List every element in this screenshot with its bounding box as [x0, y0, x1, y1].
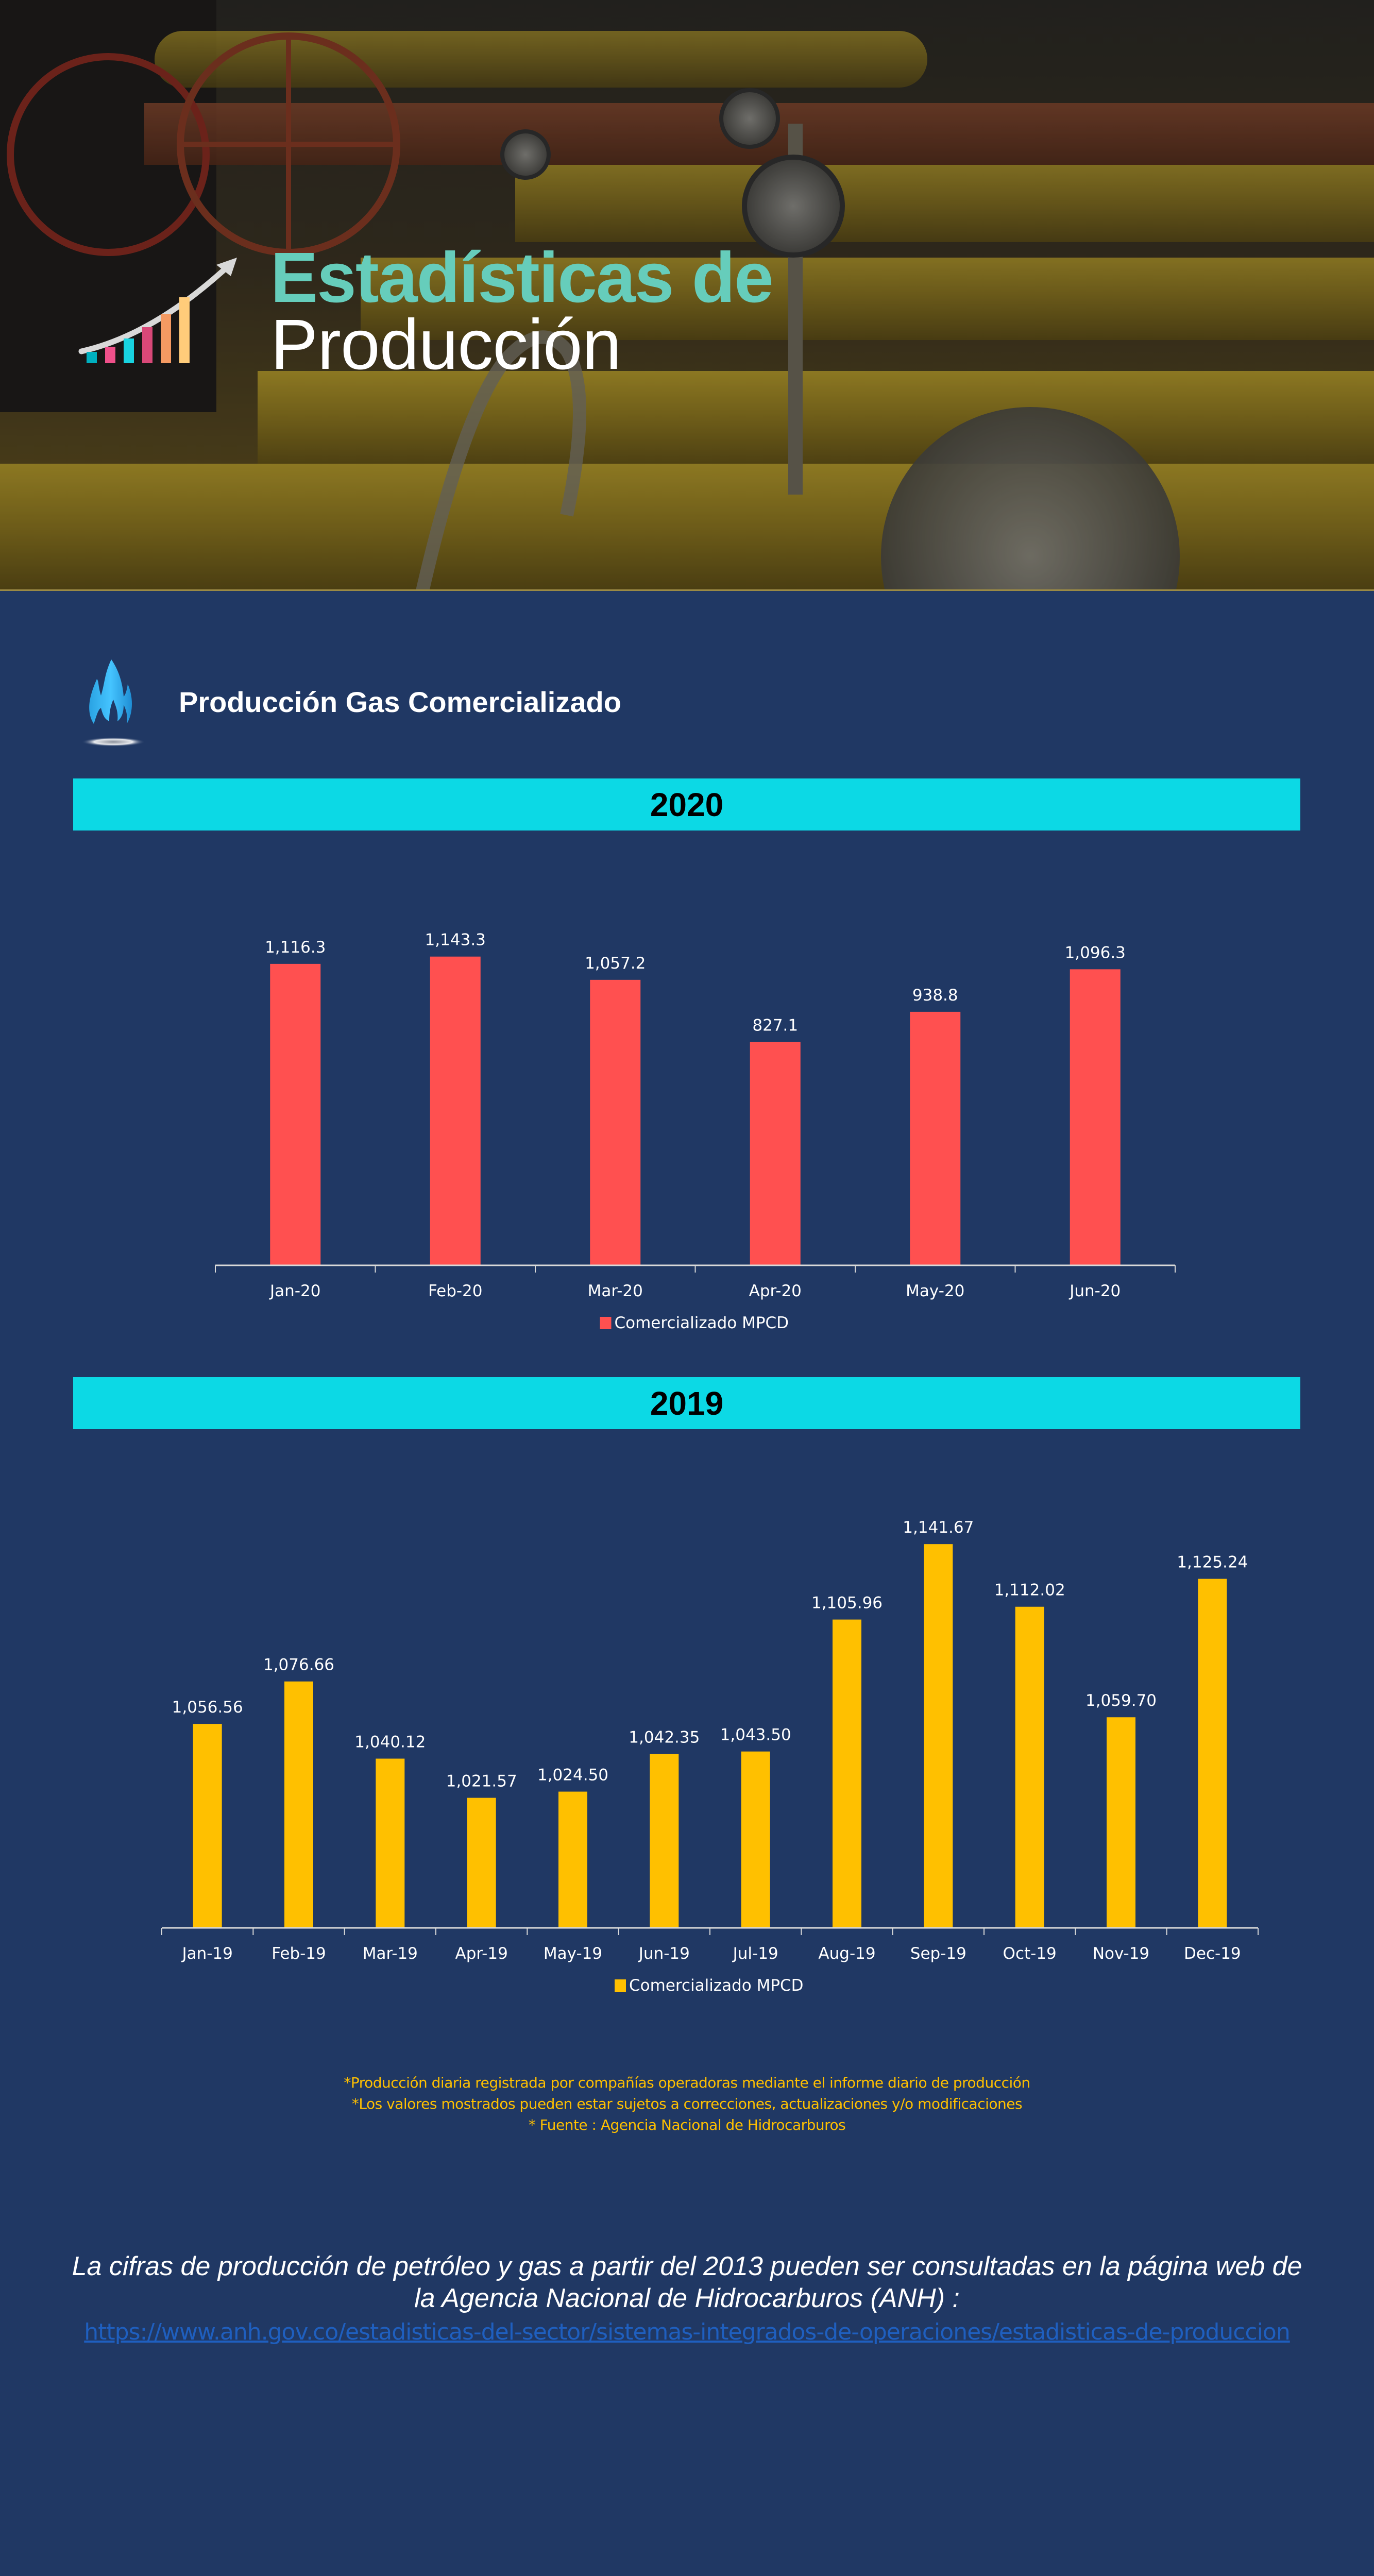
legend-swatch	[600, 1317, 612, 1329]
data-label: 938.8	[912, 986, 958, 1005]
footnote: * Fuente : Agencia Nacional de Hidrocarb…	[528, 2116, 846, 2133]
hero-title: Estadísticas de Producción	[270, 238, 774, 384]
footnotes: *Producción diaria registrada por compañ…	[0, 2072, 1374, 2136]
data-label: 1,057.2	[585, 954, 646, 973]
legend-label: Comercializado MPCD	[615, 1314, 789, 1332]
bar	[193, 1724, 222, 1928]
anh-reference-text: La cifras de producción de petróleo y ga…	[72, 2251, 1302, 2313]
hero-banner: Estadísticas de Producción	[0, 0, 1374, 591]
x-tick-label: May-19	[544, 1944, 602, 1963]
bar	[1070, 969, 1121, 1265]
bar	[270, 963, 321, 1265]
bar	[1107, 1717, 1135, 1928]
data-label: 1,056.56	[172, 1698, 243, 1717]
data-label: 1,143.3	[425, 931, 486, 950]
bar	[284, 1681, 313, 1928]
pipeline-photo-background	[0, 0, 1374, 591]
hero-title-line1: Estadísticas de	[270, 238, 774, 317]
logo-bar	[161, 314, 171, 363]
legend-label: Comercializado MPCD	[629, 1976, 804, 1995]
bar	[558, 1791, 587, 1928]
data-label: 1,116.3	[265, 938, 326, 957]
section-title: Producción Gas Comercializado	[179, 686, 621, 718]
x-tick-label: Feb-20	[428, 1282, 483, 1300]
x-tick-label: Mar-19	[363, 1944, 418, 1963]
x-tick-label: May-20	[906, 1282, 964, 1300]
data-label: 1,112.02	[994, 1581, 1065, 1600]
data-label: 1,040.12	[354, 1733, 426, 1752]
data-label: 1,096.3	[1065, 943, 1126, 962]
year-label: 2020	[650, 786, 724, 823]
bar-chart-2019: 1,056.56 Jan-19 1,076.66 Feb-19 1,040.12 Mar-…	[161, 1518, 1259, 1995]
data-label: 1,043.50	[720, 1726, 791, 1744]
logo-bar	[105, 347, 115, 363]
legend: Comercializado MPCD	[600, 1314, 789, 1332]
legend: Comercializado MPCD	[615, 1976, 804, 1995]
anh-reference: La cifras de producción de petróleo y ga…	[62, 2250, 1312, 2348]
bar	[376, 1758, 405, 1928]
x-tick-label: Dec-19	[1184, 1944, 1241, 1963]
chart-growth-logo-icon	[78, 258, 237, 363]
x-tick-label: Oct-19	[1003, 1944, 1057, 1963]
logo-bar	[87, 352, 97, 363]
footnote: *Producción diaria registrada por compañ…	[344, 2074, 1030, 2091]
bar	[1015, 1606, 1044, 1928]
year-label: 2019	[650, 1384, 724, 1422]
data-label: 1,125.24	[1177, 1553, 1248, 1572]
x-tick-label: Jan-19	[181, 1944, 232, 1963]
x-tick-label: Apr-19	[455, 1944, 508, 1963]
x-tick-label: Apr-20	[749, 1282, 802, 1300]
year-banner-2020: 2020	[73, 778, 1300, 831]
data-label: 1,021.57	[446, 1772, 517, 1791]
data-label: 1,059.70	[1085, 1691, 1157, 1710]
x-tick-label: Jun-19	[638, 1944, 690, 1963]
x-tick-label: Sep-19	[910, 1944, 966, 1963]
bar	[430, 956, 481, 1265]
bar	[924, 1544, 953, 1928]
logo-bar	[142, 327, 152, 363]
data-label: 827.1	[752, 1016, 798, 1035]
anh-statistics-link[interactable]: https://www.anh.gov.co/estadisticas-del-…	[84, 2319, 1290, 2345]
bar	[467, 1798, 496, 1928]
section-header: Producción Gas Comercializado	[82, 654, 804, 747]
logo-bar	[124, 338, 134, 363]
gas-flame-icon	[82, 659, 145, 747]
bar	[1198, 1579, 1227, 1928]
x-tick-label: Jul-19	[732, 1944, 778, 1963]
data-label: 1,042.35	[629, 1728, 700, 1747]
x-tick-label: Feb-19	[272, 1944, 326, 1963]
hero-title-line2: Producción	[270, 305, 621, 384]
data-label: 1,076.66	[263, 1656, 334, 1674]
logo-bar	[179, 297, 190, 363]
footnote: *Los valores mostrados pueden estar suje…	[351, 2095, 1023, 2112]
x-tick-label: Jun-20	[1068, 1282, 1121, 1300]
bar	[741, 1751, 770, 1928]
x-tick-label: Nov-19	[1093, 1944, 1149, 1963]
bar	[750, 1042, 801, 1265]
x-tick-label: Jan-20	[269, 1282, 320, 1300]
year-banner-2019: 2019	[73, 1377, 1300, 1429]
data-label: 1,141.67	[903, 1518, 974, 1537]
x-tick-label: Aug-19	[818, 1944, 875, 1963]
bar	[910, 1011, 961, 1265]
data-label: 1,024.50	[537, 1766, 608, 1785]
bar-chart-2020: 1,116.3 Jan-20 1,143.3 Feb-20 1,057.2 Mar-20 8…	[215, 931, 1176, 1332]
bar	[833, 1619, 861, 1928]
x-tick-label: Mar-20	[588, 1282, 643, 1300]
data-label: 1,105.96	[811, 1594, 883, 1613]
bar	[650, 1754, 679, 1928]
bar	[590, 979, 641, 1265]
legend-swatch	[615, 1979, 626, 1992]
